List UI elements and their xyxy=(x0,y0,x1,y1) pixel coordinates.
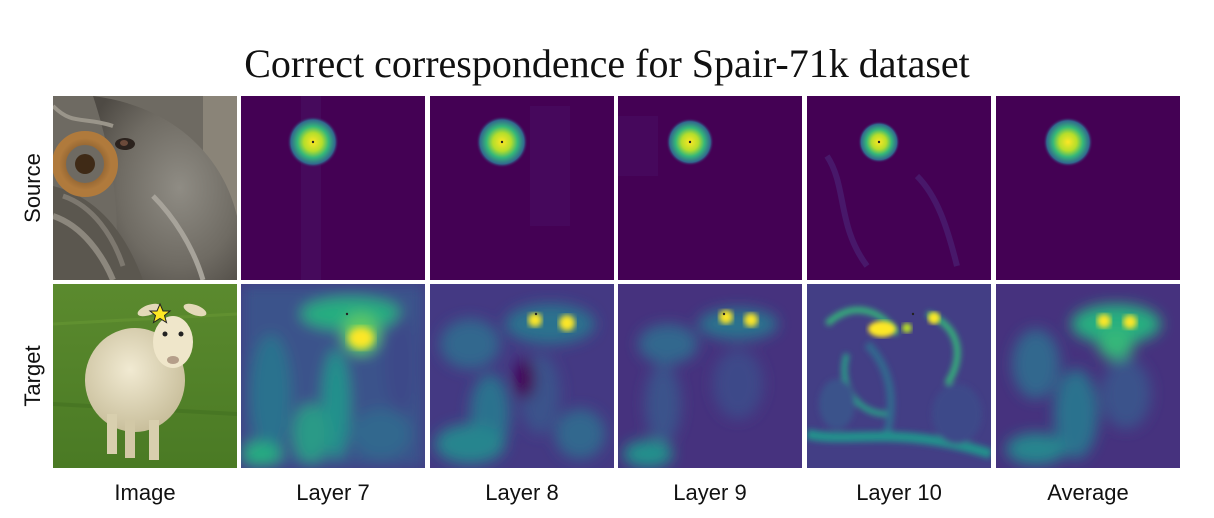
row-label-target: Target xyxy=(20,345,45,407)
target-heatmap-average xyxy=(996,284,1180,468)
column-label-image: Image xyxy=(114,480,176,505)
target-heatmap-layer-7 xyxy=(241,284,425,468)
target-heatmap-layer-9 xyxy=(618,284,802,468)
keypoint-star-icon xyxy=(148,302,172,324)
source-heatmap-layer-10 xyxy=(807,96,991,280)
figure-title: Correct correspondence for Spair-71k dat… xyxy=(244,41,970,86)
column-label-layer-8: Layer 8 xyxy=(485,480,559,505)
source-image xyxy=(53,96,237,280)
target-heatmap-layer-10 xyxy=(807,284,991,468)
source-heatmap-average xyxy=(996,96,1180,280)
target-image xyxy=(53,284,237,468)
column-label-layer-10: Layer 10 xyxy=(856,480,942,505)
column-label-layer-9: Layer 9 xyxy=(673,480,747,505)
source-heatmap-layer-8 xyxy=(430,96,614,280)
column-label-layer-7: Layer 7 xyxy=(296,480,370,505)
source-heatmap-layer-9 xyxy=(618,96,802,280)
source-heatmap-layer-7 xyxy=(241,96,425,280)
column-label-average: Average xyxy=(1047,480,1129,505)
row-label-source: Source xyxy=(20,153,45,223)
target-heatmap-layer-8 xyxy=(430,284,614,468)
